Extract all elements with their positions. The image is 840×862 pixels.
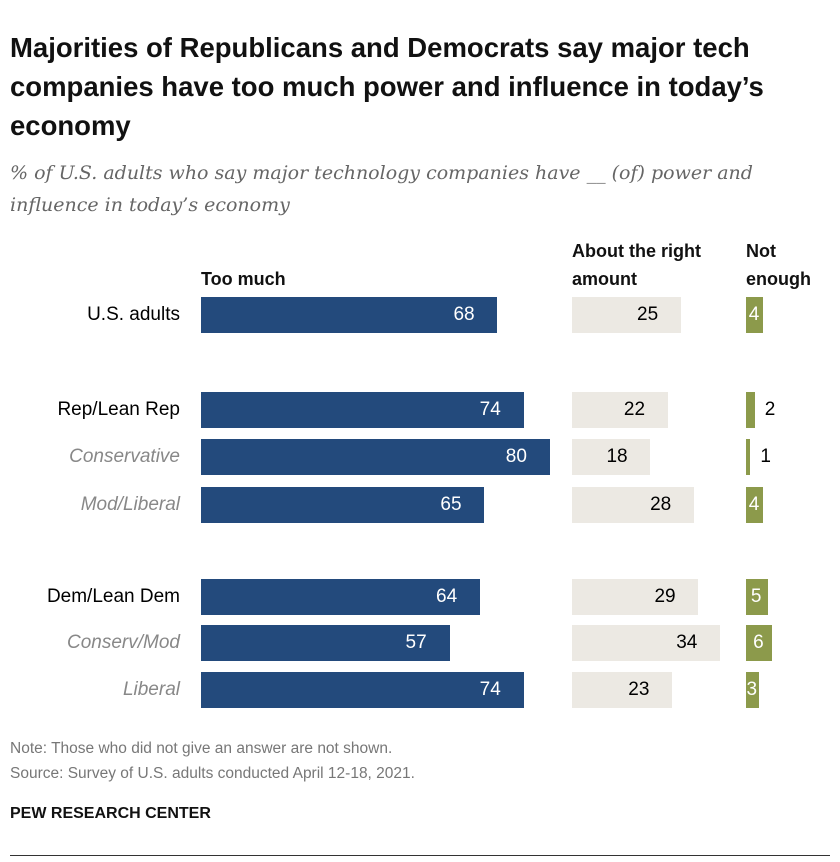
bar-right-amount: [572, 487, 695, 523]
data-label: 74: [479, 679, 501, 700]
data-label: 64: [436, 586, 458, 607]
header-right-amount: About the right amount: [572, 241, 701, 289]
bar-too-much: [201, 625, 450, 661]
data-label: 6: [753, 632, 764, 653]
row-label: U.S. adults: [87, 304, 180, 325]
data-label: 57: [405, 632, 427, 653]
brand-logo: PEW RESEARCH CENTER: [10, 805, 211, 822]
data-label: 22: [623, 399, 646, 420]
bar-not-enough: [746, 439, 751, 475]
bar-right-amount: [572, 579, 699, 615]
row-label: Liberal: [122, 679, 180, 700]
bar-right-amount: [572, 672, 673, 708]
bar-not-enough: [746, 672, 760, 708]
data-label: 23: [628, 679, 650, 700]
bar-too-much: [201, 487, 485, 523]
bar-too-much: [201, 392, 524, 428]
header-too-much: Too much: [201, 269, 286, 289]
bar-too-much: [201, 579, 481, 615]
data-label: 29: [654, 586, 676, 607]
data-label: 25: [637, 304, 659, 325]
data-label: 1: [760, 446, 771, 467]
bar-right-amount: [572, 392, 668, 428]
data-label: 34: [676, 632, 698, 653]
data-label: 74: [479, 399, 501, 420]
bar-right-amount: [572, 439, 651, 475]
data-label: 68: [453, 304, 475, 325]
chart-subtitle: % of U.S. adults who say major technolog…: [10, 162, 753, 216]
bar-not-enough: [746, 487, 764, 523]
data-label: 2: [764, 399, 776, 420]
data-label: 5: [750, 586, 762, 607]
data-label: 3: [746, 679, 758, 700]
data-label: 4: [748, 304, 760, 325]
bar-too-much: [201, 297, 498, 333]
row-label: Dem/Lean Dem: [46, 586, 180, 607]
source: Source: Survey of U.S. adults conducted …: [10, 765, 415, 782]
data-label: 18: [606, 446, 628, 467]
note: Note: Those who did not give an answer a…: [10, 740, 393, 757]
row-label: Mod/Liberal: [80, 494, 180, 515]
bar-not-enough: [746, 392, 755, 428]
bar-right-amount: [572, 625, 721, 661]
header-not-enough: Not enough: [746, 241, 811, 289]
row-label: Rep/Lean Rep: [57, 399, 180, 420]
row-label: Conservative: [69, 446, 180, 467]
chart-title: Majorities of Republicans and Democrats …: [10, 32, 764, 141]
bar-right-amount: [572, 297, 681, 333]
data-label: 80: [505, 446, 527, 467]
bar-not-enough: [746, 579, 768, 615]
data-label: 28: [650, 494, 672, 515]
bar-too-much: [201, 672, 524, 708]
divider: [10, 855, 830, 856]
bar-not-enough: [746, 297, 764, 333]
data-label: 65: [440, 494, 462, 515]
bar-not-enough: [746, 625, 773, 661]
row-label: Conserv/Mod: [67, 632, 180, 653]
data-label: 4: [748, 494, 760, 515]
bar-too-much: [201, 439, 550, 475]
